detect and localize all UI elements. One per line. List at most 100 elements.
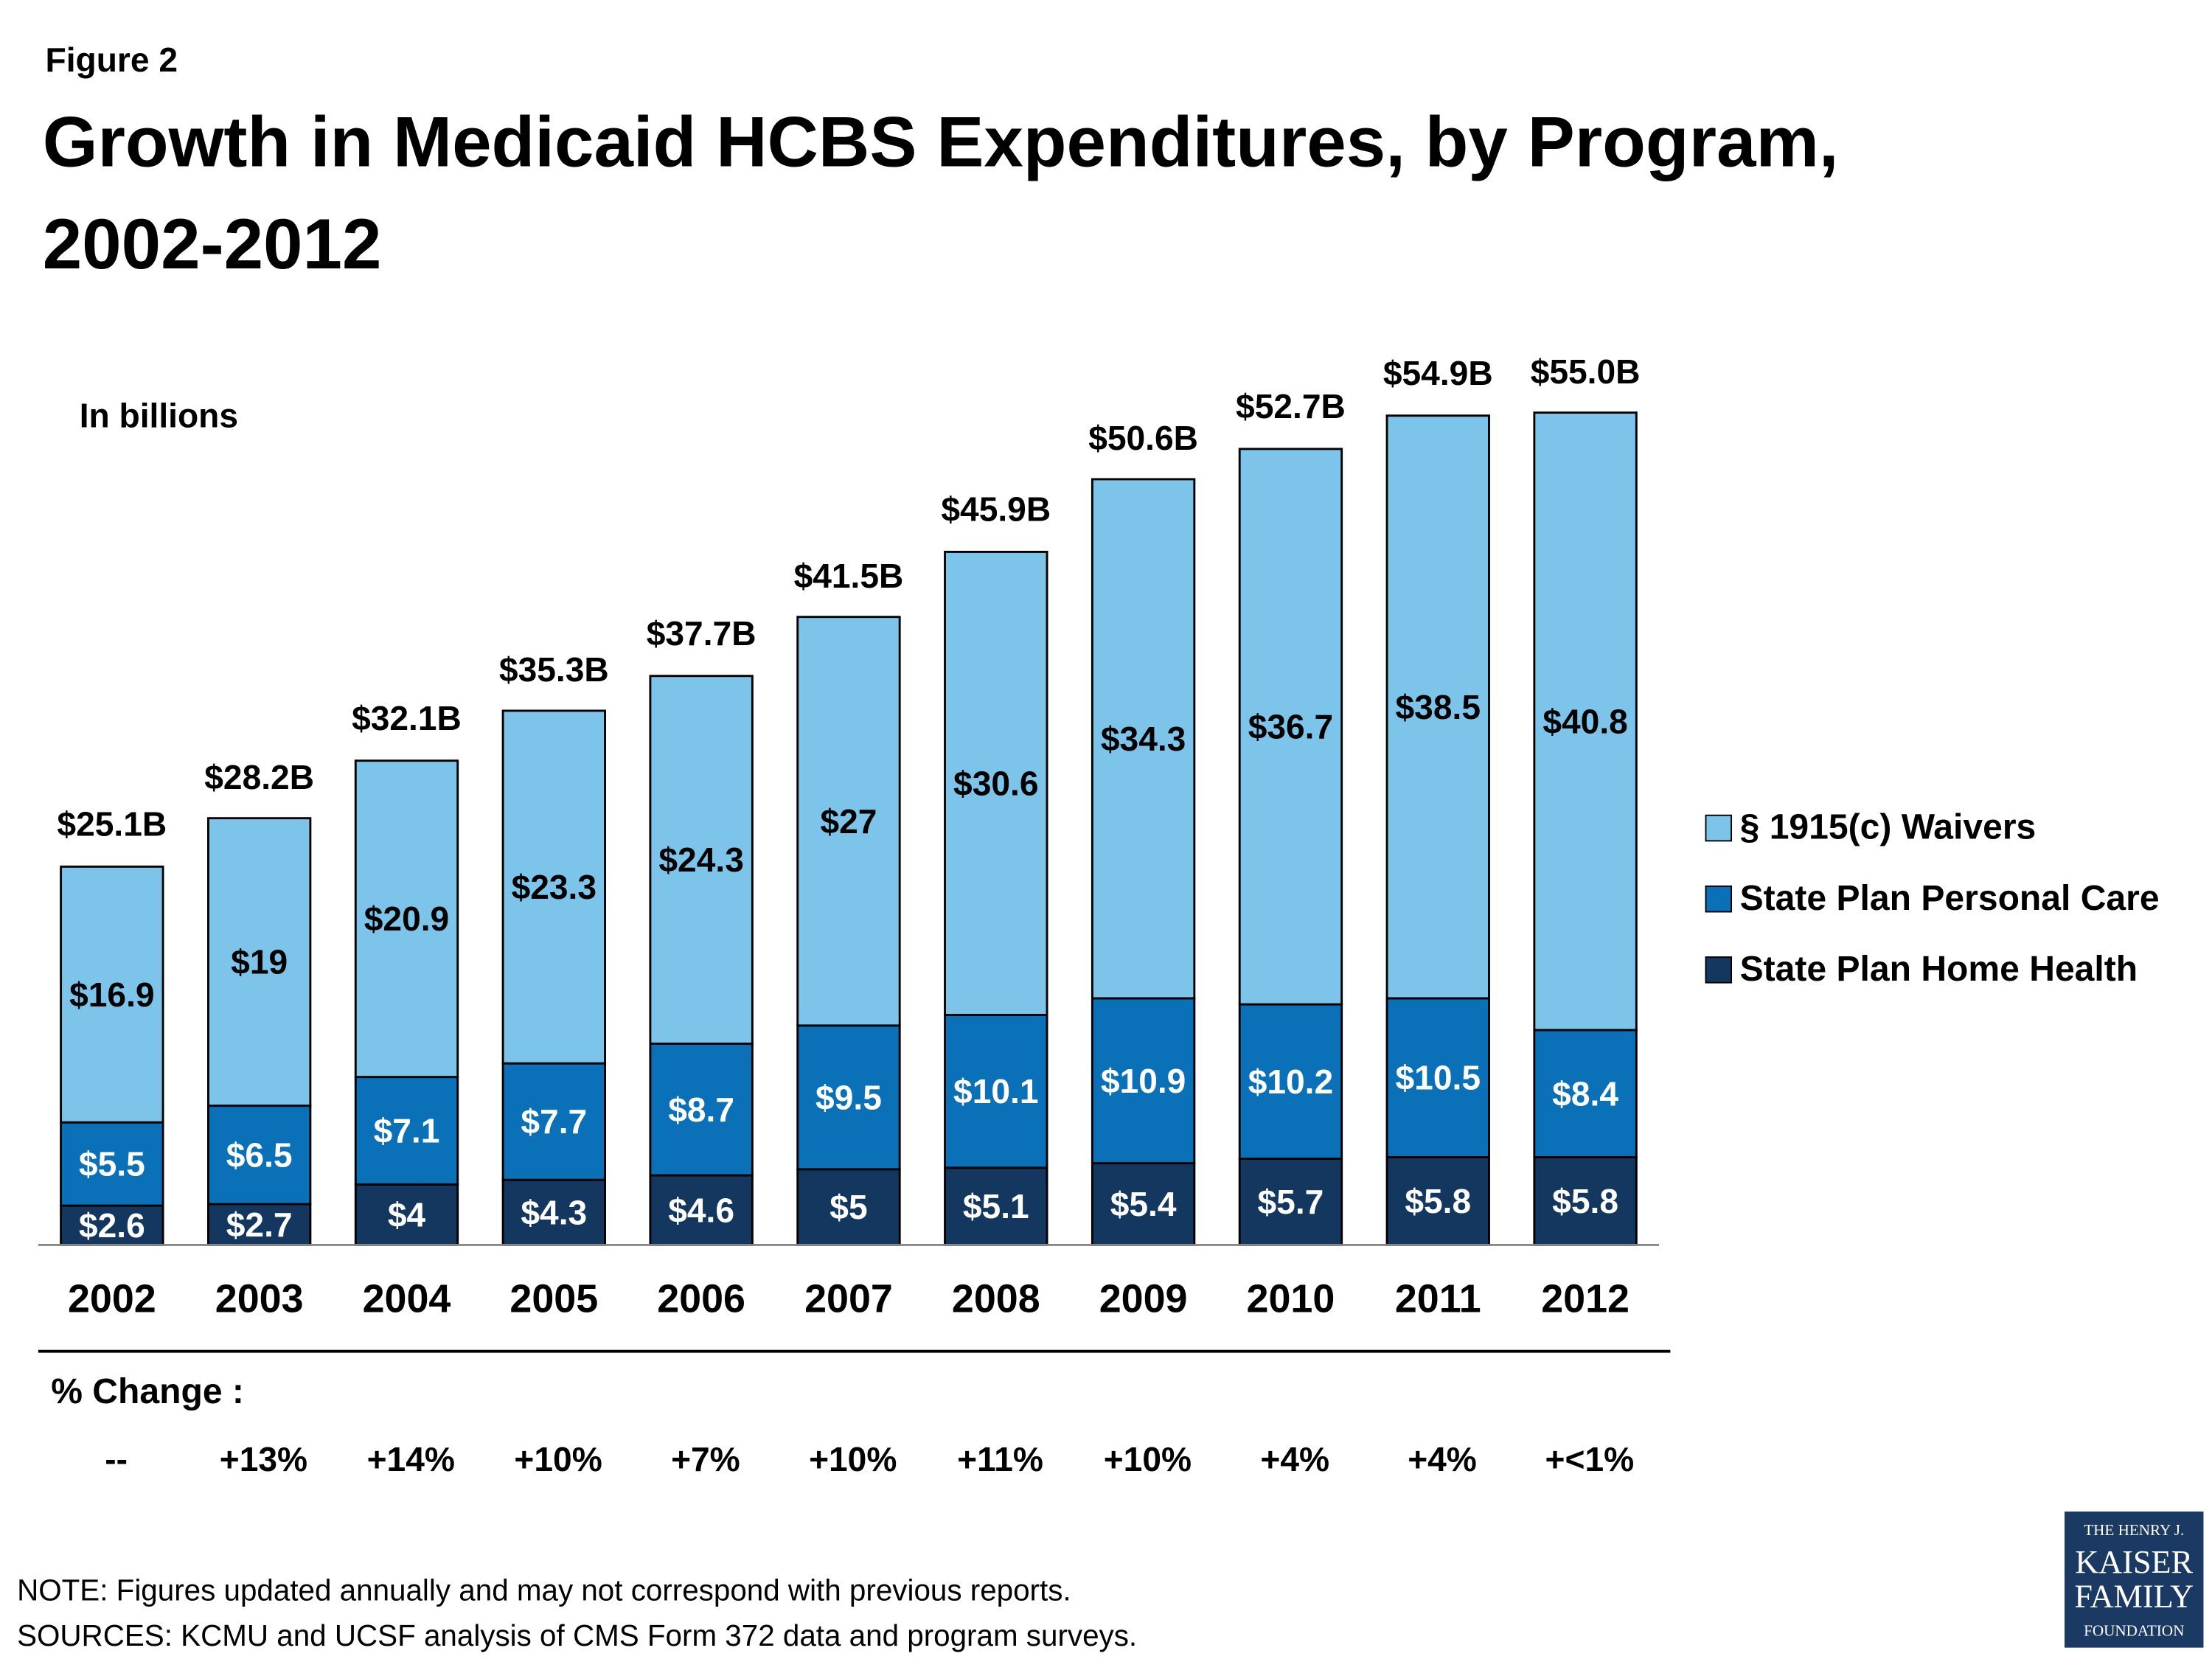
- x-tick-label: 2003: [215, 1277, 304, 1321]
- pct-change: +13%: [220, 1440, 307, 1478]
- value-label: $40.8: [1543, 702, 1627, 740]
- value-label: $5.8: [1552, 1182, 1618, 1220]
- value-label: $8.7: [668, 1091, 734, 1129]
- x-tick-label: 2005: [509, 1277, 598, 1321]
- pct-change: --: [105, 1440, 128, 1478]
- pct-change: +10%: [809, 1440, 897, 1478]
- bar-segment: [206, 1105, 312, 1206]
- legend-label: State Plan Personal Care: [1740, 878, 2160, 918]
- total-label: $55.0B: [1531, 352, 1641, 391]
- bar-segment: [1091, 478, 1196, 1000]
- total-label: $54.9B: [1383, 354, 1493, 392]
- bar-segment: [501, 709, 606, 1065]
- value-label: $5.5: [79, 1145, 145, 1183]
- value-label: $10.5: [1396, 1059, 1481, 1097]
- x-tick-label: 2012: [1541, 1277, 1630, 1321]
- value-label: $27: [820, 802, 877, 841]
- value-label: $4: [388, 1195, 426, 1234]
- bar-segment: [944, 1014, 1048, 1169]
- bar-segment: [501, 1178, 606, 1246]
- x-tick-label: 2004: [363, 1277, 451, 1321]
- value-label: $38.5: [1396, 688, 1481, 726]
- pct-change-title: % Change :: [51, 1371, 244, 1411]
- value-label: $10.9: [1101, 1062, 1186, 1100]
- value-label: $34.3: [1101, 720, 1186, 758]
- logo-text: FOUNDATION: [2084, 1621, 2184, 1639]
- value-label: $8.4: [1552, 1074, 1618, 1113]
- total-label: $50.6B: [1088, 419, 1198, 457]
- value-label: $4.3: [521, 1193, 587, 1231]
- bar-segment: [796, 1024, 901, 1171]
- value-label: $4.6: [668, 1191, 734, 1229]
- legend-swatch: [1705, 885, 1733, 913]
- total-label: $32.1B: [352, 699, 462, 737]
- legend-label: § 1915(c) Waivers: [1740, 807, 2037, 847]
- value-label: $2.6: [79, 1206, 145, 1245]
- note: NOTE: Figures updated annually and may n…: [17, 1573, 1071, 1607]
- chart-title: Growth in Medicaid HCBS Expenditures, by…: [43, 102, 1839, 181]
- bar-segment: [501, 1062, 606, 1181]
- pct-change: +7%: [671, 1440, 740, 1478]
- bar-segment: [796, 1168, 901, 1246]
- value-label: $6.5: [226, 1135, 293, 1174]
- x-tick-label: 2006: [657, 1277, 745, 1321]
- bar-segment: [944, 550, 1048, 1016]
- value-label: $5: [830, 1188, 867, 1226]
- logo-text: KAISER: [2075, 1544, 2193, 1580]
- logo-box: [2065, 1512, 2204, 1648]
- x-tick-label: 2010: [1247, 1277, 1335, 1321]
- value-label: $16.9: [69, 975, 154, 1014]
- bar-segment: [1385, 997, 1490, 1158]
- value-label: $5.1: [963, 1187, 1029, 1225]
- bar-segment: [649, 675, 754, 1045]
- value-label: $9.5: [815, 1078, 882, 1116]
- value-label: $30.6: [953, 764, 1038, 802]
- total-label: $41.5B: [794, 557, 904, 595]
- value-label: $5.8: [1405, 1182, 1471, 1220]
- value-label: $2.7: [226, 1206, 293, 1244]
- logo-text: FAMILY: [2074, 1578, 2194, 1614]
- x-tick-label: 2009: [1099, 1277, 1188, 1321]
- x-tick-label: 2008: [952, 1277, 1040, 1321]
- bar-segment: [796, 616, 901, 1027]
- bar-segment: [1091, 997, 1196, 1165]
- logo: THE HENRY J. KAISER FAMILY FOUNDATION: [2065, 1512, 2204, 1648]
- value-label: $10.1: [953, 1072, 1038, 1110]
- total-label: $35.3B: [499, 650, 609, 689]
- total-label: $45.9B: [941, 490, 1051, 529]
- value-label: $24.3: [658, 841, 743, 879]
- total-label: $52.7B: [1236, 387, 1346, 425]
- pct-change: +<1%: [1545, 1440, 1635, 1478]
- pct-change: +10%: [1104, 1440, 1192, 1478]
- bar-segment: [354, 1183, 459, 1246]
- legend-swatch: [1705, 956, 1733, 984]
- legend-label: State Plan Home Health: [1740, 949, 2138, 989]
- logo-text: THE HENRY J.: [2084, 1521, 2184, 1539]
- value-label: $5.7: [1258, 1183, 1324, 1221]
- bar-segment: [60, 1121, 164, 1207]
- bar-segment: [1533, 411, 1638, 1032]
- x-tick-label: 2007: [804, 1277, 893, 1321]
- value-label: $36.7: [1248, 708, 1333, 746]
- pct-change: +14%: [367, 1440, 455, 1478]
- value-label: $5.4: [1110, 1185, 1177, 1223]
- x-tick-label: 2011: [1395, 1277, 1481, 1321]
- chart-title: 2002-2012: [43, 205, 382, 284]
- bar-segment: [649, 1174, 754, 1246]
- total-label: $25.1B: [57, 805, 167, 844]
- figure-label: Figure 2: [46, 41, 178, 79]
- note: SOURCES: KCMU and UCSF analysis of CMS F…: [17, 1618, 1137, 1652]
- bar-segment: [354, 759, 459, 1079]
- bar-segment: [206, 817, 312, 1107]
- value-label: $20.9: [364, 900, 449, 938]
- pct-change: +4%: [1260, 1440, 1329, 1478]
- bar-segment: [1385, 414, 1490, 1000]
- value-label: $19: [231, 943, 288, 981]
- value-label: $23.3: [512, 868, 597, 906]
- bar-segment: [649, 1043, 754, 1177]
- pct-change: +10%: [514, 1440, 602, 1478]
- bar-segment: [1385, 1155, 1490, 1246]
- bar-segment: [1238, 448, 1343, 1006]
- value-label: $7.1: [374, 1112, 440, 1150]
